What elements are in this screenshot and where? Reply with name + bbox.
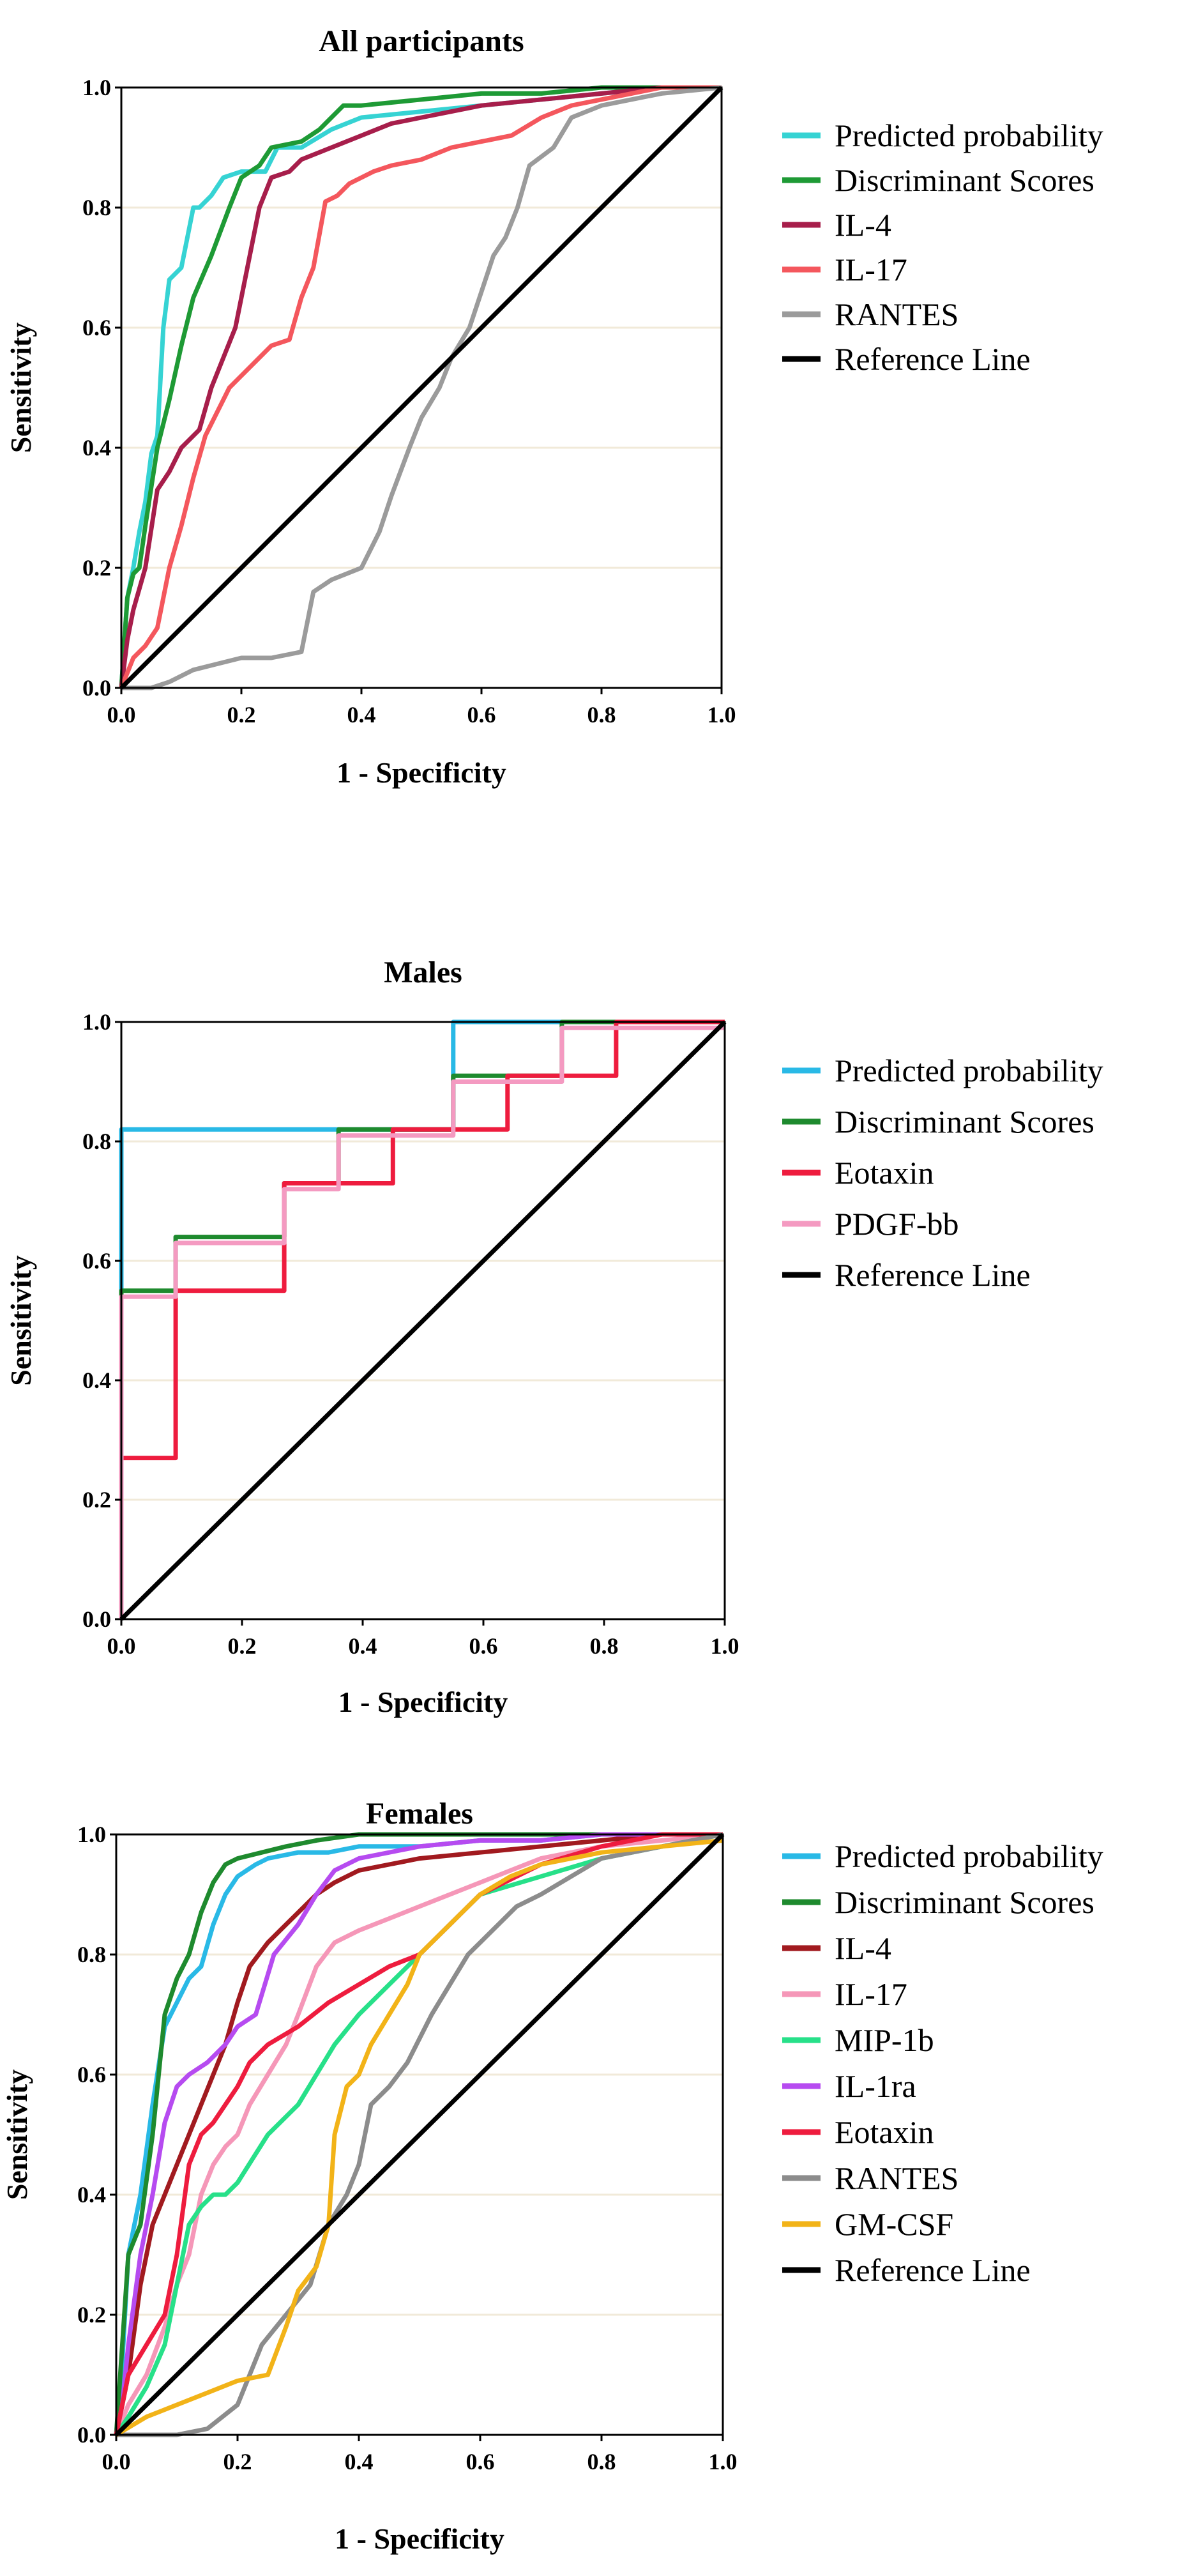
series-line-il-1ra bbox=[114, 1832, 723, 2435]
legend-label: IL-1ra bbox=[835, 2068, 916, 2104]
chart-title: All participants bbox=[319, 24, 524, 58]
y-tick-label: 0.8 bbox=[77, 1942, 106, 1967]
series-line-rantes bbox=[116, 1832, 723, 2437]
chart-title: Males bbox=[384, 956, 462, 989]
chart-panel-3: Females 0.0 0.2 0.4 0.6 0.8 1.0 0.0 0.2 0.4 0.6 0.8… bbox=[1, 1797, 1103, 2555]
series-line-il-17 bbox=[119, 85, 722, 689]
series-line-reference-line bbox=[119, 86, 723, 690]
series-line-gm-csf bbox=[115, 1838, 723, 2437]
chart-title: Females bbox=[366, 1797, 473, 1831]
legend-label: Reference Line bbox=[835, 341, 1031, 377]
plot-frame bbox=[115, 1833, 724, 2436]
y-tick-label: 0.0 bbox=[82, 1606, 111, 1632]
legend: Predicted probability Discriminant Scores… bbox=[782, 1053, 1103, 1293]
y-tick-label: 0.8 bbox=[82, 1129, 111, 1154]
y-tick-label: 0.6 bbox=[77, 2062, 106, 2087]
legend: Predicted probability Discriminant Scores… bbox=[782, 1838, 1103, 2288]
legend-label: Eotaxin bbox=[835, 1155, 934, 1191]
y-tick-label: 0.2 bbox=[82, 1487, 111, 1513]
legend-label: IL-4 bbox=[835, 1930, 891, 1966]
x-tick-label: 0.0 bbox=[102, 2449, 131, 2474]
series-line-il-4 bbox=[114, 1832, 723, 2435]
legend-label: IL-4 bbox=[835, 207, 891, 243]
legend-label: IL-17 bbox=[835, 252, 907, 287]
x-tick-label: 0.4 bbox=[349, 1633, 377, 1659]
x-tick-label: 0.8 bbox=[587, 702, 616, 728]
x-tick-label: 0.6 bbox=[466, 2449, 495, 2474]
y-tick-label: 0.2 bbox=[77, 2302, 106, 2328]
y-axis-label: Sensitivity bbox=[1, 2069, 33, 2200]
y-tick-label: 0.4 bbox=[82, 1368, 111, 1393]
y-tick-label: 0.8 bbox=[82, 195, 111, 220]
y-axis-label: Sensitivity bbox=[4, 1255, 37, 1385]
y-tick-label: 0.4 bbox=[82, 435, 111, 461]
y-tick-label: 0.2 bbox=[82, 555, 111, 581]
legend-label: GM-CSF bbox=[835, 2206, 953, 2242]
legend-label: Predicted probability bbox=[835, 1838, 1103, 1874]
legend-label: Predicted probability bbox=[835, 1053, 1103, 1088]
plot-frame bbox=[120, 86, 723, 689]
x-tick-label: 1.0 bbox=[708, 702, 736, 728]
x-tick-label: 0.4 bbox=[345, 2449, 374, 2474]
legend-label: Reference Line bbox=[835, 1257, 1031, 1293]
legend-label: Predicted probability bbox=[835, 118, 1103, 153]
x-tick-label: 0.4 bbox=[347, 702, 376, 728]
series-line-reference-line bbox=[119, 1020, 727, 1621]
series-line-discriminant-scores bbox=[119, 85, 722, 689]
legend-label: IL-17 bbox=[835, 1976, 907, 2012]
legend-label: RANTES bbox=[835, 296, 958, 332]
series-line-pdgf-bb bbox=[119, 1025, 725, 1619]
y-tick-label: 0.6 bbox=[82, 1248, 111, 1274]
series-line-mip-1b bbox=[114, 1832, 723, 2436]
y-tick-label: 0.0 bbox=[82, 675, 111, 701]
x-tick-label: 0.6 bbox=[467, 702, 496, 728]
x-tick-label: 0.6 bbox=[469, 1633, 498, 1659]
x-tick-label: 0.0 bbox=[107, 702, 136, 728]
legend-label: Reference Line bbox=[835, 2252, 1031, 2288]
x-axis-label: 1 - Specificity bbox=[337, 756, 506, 789]
series-line-reference-line bbox=[114, 1833, 725, 2437]
chart-panel-1: All participants 0.0 0.2 0.4 0.6 0.8 1.0 0.0 0.2… bbox=[4, 24, 1103, 789]
y-tick-label: 0.6 bbox=[82, 315, 111, 340]
legend-label: Discriminant Scores bbox=[835, 1884, 1094, 1920]
x-axis-label: 1 - Specificity bbox=[335, 2522, 504, 2555]
series-line-rantes bbox=[121, 85, 722, 690]
y-tick-label: 0.4 bbox=[77, 2182, 106, 2207]
legend-label: Discriminant Scores bbox=[835, 1104, 1094, 1139]
x-tick-label: 0.8 bbox=[587, 2449, 616, 2474]
plot-frame bbox=[120, 1021, 726, 1620]
y-axis-label: Sensitivity bbox=[4, 323, 37, 453]
series-line-eotaxin bbox=[119, 1019, 725, 1619]
series-line-il-4 bbox=[119, 85, 722, 689]
legend-label: PDGF-bb bbox=[835, 1206, 958, 1242]
y-tick-label: 1.0 bbox=[82, 75, 111, 100]
y-tick-label: 1.0 bbox=[82, 1009, 111, 1035]
chart-panel-2: Males 0.0 0.2 0.4 0.6 0.8 1.0 0.0 0.2 0.4 0.6 0.8 1.… bbox=[4, 956, 1103, 1718]
y-tick-label: 0.0 bbox=[77, 2422, 106, 2448]
legend-label: MIP-1b bbox=[835, 2022, 934, 2058]
legend: Predicted probability Discriminant Scores… bbox=[782, 118, 1103, 377]
x-tick-label: 0.0 bbox=[107, 1633, 136, 1659]
x-tick-label: 0.2 bbox=[228, 1633, 257, 1659]
x-tick-label: 0.2 bbox=[223, 2449, 252, 2474]
x-axis-label: 1 - Specificity bbox=[338, 1686, 508, 1718]
y-tick-label: 1.0 bbox=[77, 1822, 106, 1847]
legend-label: RANTES bbox=[835, 2160, 958, 2196]
legend-label: Eotaxin bbox=[835, 2114, 934, 2150]
x-tick-label: 1.0 bbox=[709, 2449, 738, 2474]
legend-label: Discriminant Scores bbox=[835, 162, 1094, 198]
x-tick-label: 1.0 bbox=[711, 1633, 739, 1659]
x-tick-label: 0.8 bbox=[590, 1633, 619, 1659]
x-tick-label: 0.2 bbox=[227, 702, 256, 728]
